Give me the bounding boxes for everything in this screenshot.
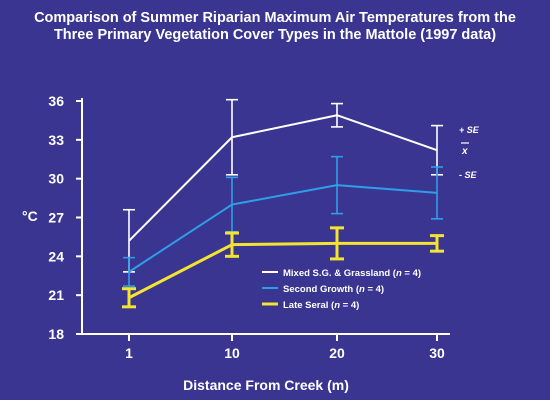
- legend-item: Second Growth (n = 4): [262, 284, 384, 295]
- legend-label: Second Growth (n = 4): [283, 284, 384, 295]
- se-annotation: + SE x - SE: [459, 125, 480, 180]
- x-axis-ticks: 1 10 20 30: [125, 334, 445, 361]
- y-axis-ticks: 18 21 24 27 30 33 36: [48, 93, 82, 342]
- legend-label: Late Seral (n = 4): [283, 300, 359, 311]
- series-line: [128, 241, 437, 300]
- y-tick-label: 18: [48, 326, 64, 342]
- error-bar: [330, 226, 344, 261]
- x-tick-label: 10: [224, 345, 240, 361]
- series-line: [128, 114, 438, 242]
- y-tick-label: 30: [48, 171, 64, 187]
- y-tick-label: 27: [48, 210, 64, 226]
- error-bar: [331, 102, 343, 128]
- y-tick-label: 36: [48, 93, 64, 109]
- error-bar: [430, 234, 444, 253]
- error-bar: [225, 231, 239, 258]
- x-tick-label: 20: [329, 345, 345, 361]
- error-bar: [123, 256, 135, 287]
- series-2: [122, 226, 444, 309]
- minus-se-label: - SE: [459, 170, 478, 180]
- legend-label: Mixed S.G. & Grassland (n = 4): [283, 268, 421, 279]
- chart-title: Comparison of Summer Riparian Maximum Ai…: [34, 10, 516, 26]
- chart-legend: Mixed S.G. & Grassland (n = 4) Second Gro…: [262, 268, 421, 311]
- error-bar: [431, 166, 443, 220]
- series-0: [123, 98, 443, 273]
- y-tick-label: 21: [48, 287, 64, 303]
- chart-subtitle: Three Primary Vegetation Cover Types in …: [53, 27, 497, 43]
- y-tick-label: 24: [48, 248, 64, 264]
- mean-label: x: [461, 146, 468, 157]
- error-bar: [226, 98, 238, 176]
- series-1: [123, 155, 443, 287]
- y-axis-label: °C: [22, 208, 38, 224]
- series-layer: [122, 98, 444, 309]
- x-axis-label: Distance From Creek (m): [183, 377, 349, 393]
- y-tick-label: 33: [48, 132, 64, 148]
- series-line: [128, 184, 438, 273]
- legend-item: Mixed S.G. & Grassland (n = 4): [262, 268, 421, 279]
- error-bar: [331, 155, 343, 215]
- x-tick-label: 1: [125, 345, 133, 361]
- error-bar: [122, 287, 136, 309]
- x-tick-label: 30: [429, 345, 445, 361]
- plus-se-label: + SE: [459, 125, 480, 135]
- legend-item: Late Seral (n = 4): [262, 300, 359, 311]
